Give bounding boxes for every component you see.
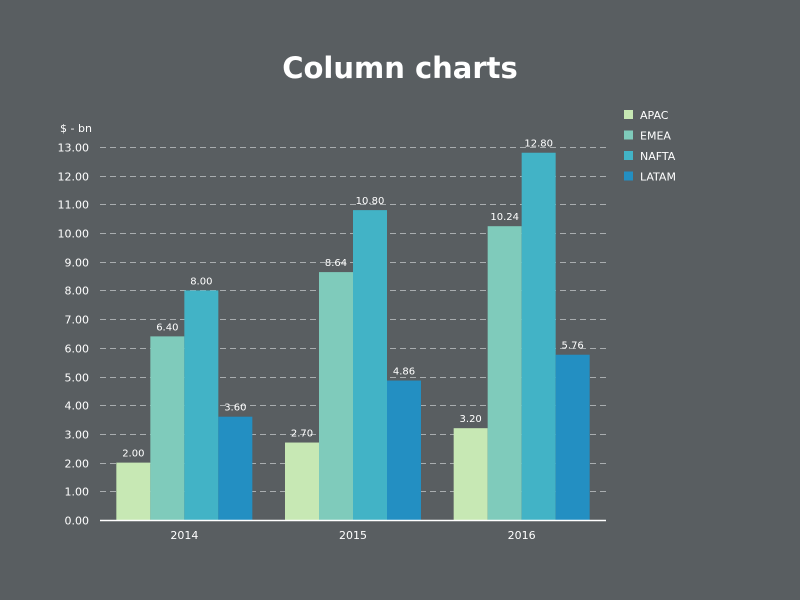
data-label: 3.60 (224, 403, 246, 414)
y-tick-label: 5.00 (65, 372, 90, 385)
legend-swatch-nafta (624, 151, 633, 160)
y-tick-label: 2.00 (65, 458, 90, 471)
bar-nafta-2015 (353, 210, 387, 520)
y-tick-label: 1.00 (65, 486, 90, 499)
data-label: 2.00 (122, 449, 144, 460)
bar-nafta-2014 (184, 290, 219, 520)
legend-label-latam: LATAM (640, 171, 676, 184)
legend-swatch-apac (624, 110, 633, 119)
bar-nafta-2016 (521, 152, 556, 520)
bars (116, 152, 590, 520)
bar-emea-2016 (487, 226, 522, 520)
data-label: 8.64 (325, 258, 347, 269)
y-tick-label: 4.00 (65, 400, 90, 413)
bar-latam-2016 (555, 354, 590, 520)
data-label: 4.86 (393, 367, 415, 378)
y-tick-label: 7.00 (65, 314, 90, 327)
data-labels: 2.00 6.40 8.00 3.60 2.70 8.64 10.80 4.86 3.20 10.… (122, 139, 584, 460)
bar-latam-2014 (218, 416, 253, 520)
data-label: 2.70 (291, 429, 313, 440)
data-label: 10.24 (490, 212, 519, 223)
y-axis-ticks: 0.00 1.00 2.00 3.00 4.00 5.00 6.00 7.00 8.00 9.00… (58, 142, 90, 528)
legend: APAC EMEA NAFTA LATAM (624, 109, 676, 184)
bar-apac-2016 (453, 428, 488, 520)
legend-swatch-emea (624, 130, 633, 140)
y-tick-label: 13.00 (58, 142, 90, 155)
x-tick-label: 2014 (170, 529, 198, 542)
y-tick-label: 9.00 (65, 257, 90, 270)
data-label: 5.76 (562, 341, 584, 352)
legend-label-nafta: NAFTA (640, 150, 676, 163)
y-tick-label: 12.00 (58, 171, 90, 184)
bar-emea-2014 (150, 336, 185, 520)
data-label: 3.20 (460, 414, 482, 425)
legend-label-apac: APAC (640, 109, 669, 122)
y-tick-label: 11.00 (58, 199, 90, 212)
data-label: 8.00 (190, 276, 212, 287)
data-label: 12.80 (524, 139, 553, 150)
bar-apac-2015 (285, 442, 319, 520)
y-tick-label: 8.00 (65, 285, 90, 298)
x-axis-ticks: 2014 2015 2016 (170, 529, 535, 542)
legend-swatch-latam (624, 171, 633, 181)
bar-latam-2015 (387, 380, 421, 520)
y-tick-label: 6.00 (65, 343, 90, 356)
y-tick-label: 10.00 (58, 228, 90, 241)
y-tick-label: 0.00 (65, 515, 90, 528)
y-tick-label: 3.00 (65, 429, 90, 442)
chart-title: Column charts (282, 51, 518, 85)
legend-label-emea: EMEA (640, 130, 671, 143)
bar-apac-2014 (116, 462, 151, 520)
bar-emea-2015 (319, 272, 353, 520)
data-label: 6.40 (156, 322, 178, 333)
y-axis-unit-label: $ - bn (60, 122, 92, 135)
data-label: 10.80 (356, 196, 385, 207)
x-tick-label: 2016 (508, 529, 536, 542)
x-tick-label: 2015 (339, 529, 367, 542)
